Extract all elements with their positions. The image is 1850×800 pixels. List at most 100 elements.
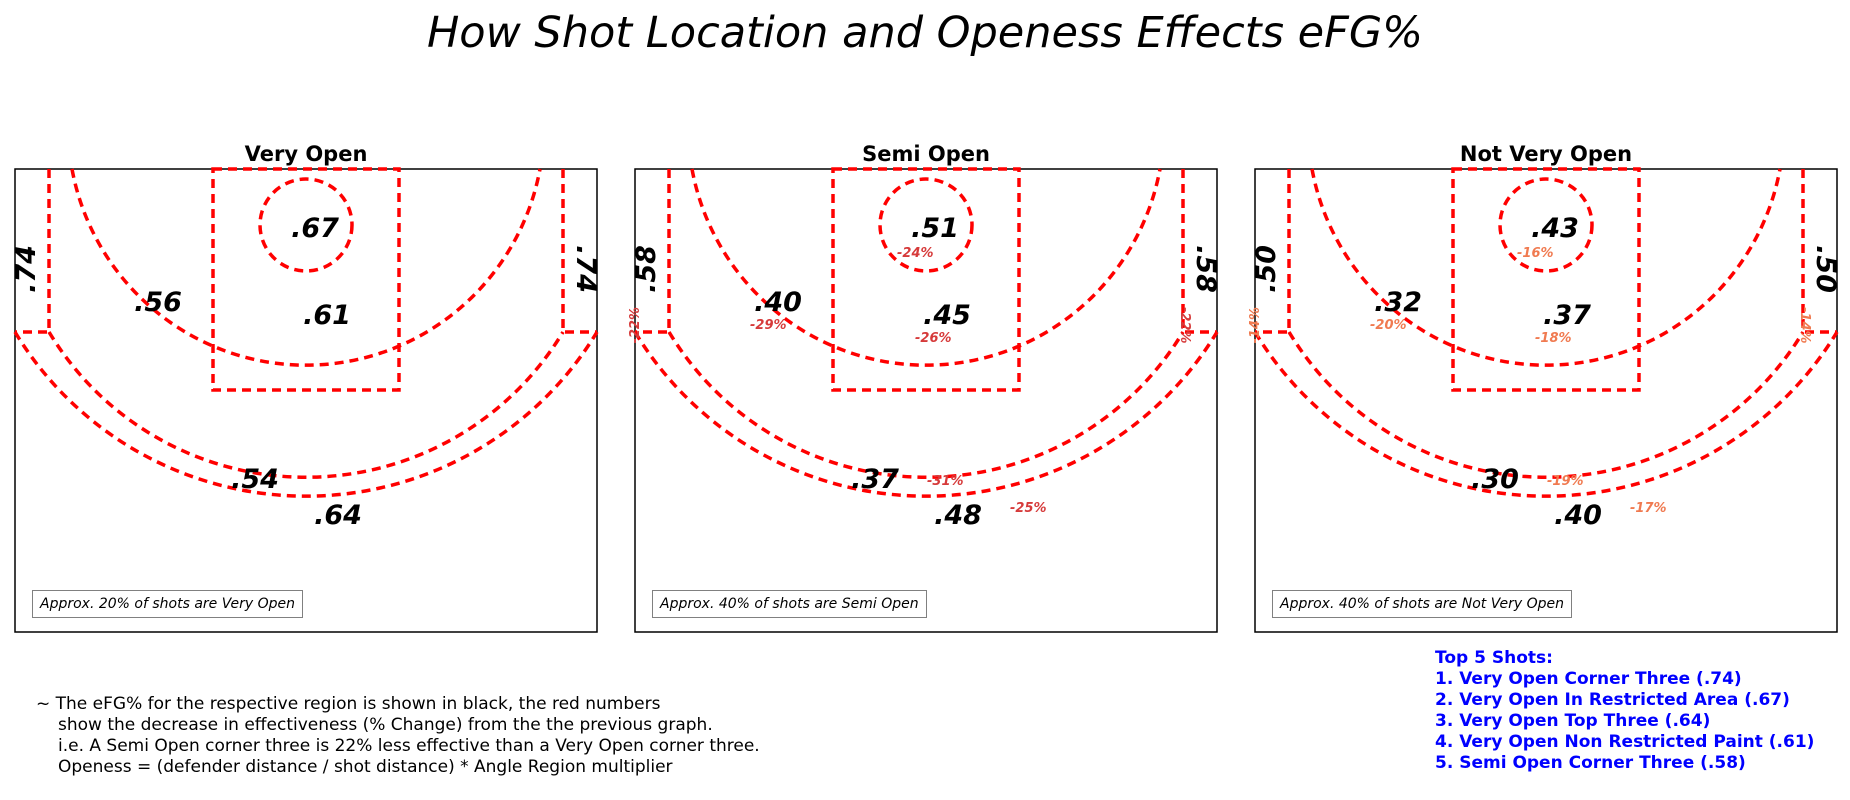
zone-value: .74 bbox=[11, 245, 42, 293]
zone-change: -22% bbox=[628, 307, 643, 344]
zone-change: -29% bbox=[750, 318, 787, 333]
zone-value: .48 bbox=[934, 500, 982, 531]
top-shots-heading: Top 5 Shots: bbox=[1435, 648, 1553, 668]
top-shot-item: 2. Very Open In Restricted Area (.67) bbox=[1435, 690, 1790, 710]
long-two-arc bbox=[47, 331, 565, 479]
court-title-very-open: Very Open bbox=[244, 142, 368, 166]
top-shot-item: 1. Very Open Corner Three (.74) bbox=[1435, 669, 1742, 689]
footnote-line: ~ The eFG% for the respective region is … bbox=[36, 694, 661, 714]
zone-change: -16% bbox=[1517, 246, 1554, 261]
zone-value: .58 bbox=[1190, 245, 1221, 293]
zone-above-break-three: .40 -17% bbox=[1554, 500, 1666, 531]
zone-restricted-area: .67 bbox=[291, 213, 339, 244]
zone-value: .50 bbox=[1251, 245, 1282, 293]
midrange-arc bbox=[70, 168, 542, 367]
zone-corner-three-right: .58 -22% bbox=[1177, 245, 1221, 343]
corner-three-left-line bbox=[635, 169, 671, 334]
zone-paint: .61 bbox=[303, 300, 351, 331]
footnote: ~ The eFG% for the respective region is … bbox=[36, 694, 760, 778]
court-title-not-very-open: Not Very Open bbox=[1459, 142, 1633, 166]
corner-three-left-line bbox=[15, 169, 51, 334]
zone-value: .50 bbox=[1810, 245, 1841, 293]
court-title-semi-open: Semi Open bbox=[862, 142, 990, 166]
zone-value: .32 bbox=[1374, 287, 1422, 318]
zone-change: -14% bbox=[1248, 307, 1263, 344]
zone-above-break-three: .64 bbox=[314, 500, 362, 531]
top-shot-item: 5. Semi Open Corner Three (.58) bbox=[1435, 753, 1746, 773]
corner-three-left-line bbox=[1255, 169, 1291, 334]
paint-line bbox=[831, 167, 1021, 392]
three-point-arc bbox=[13, 331, 599, 498]
midrange-arc bbox=[690, 168, 1162, 367]
zone-long-two: .30 -19% bbox=[1471, 464, 1583, 495]
zone-value: .67 bbox=[291, 213, 339, 244]
zone-value: .61 bbox=[303, 300, 351, 331]
three-point-arc bbox=[1253, 331, 1839, 498]
zone-value: .64 bbox=[314, 500, 362, 531]
zone-long-two: .37 -31% bbox=[851, 464, 963, 495]
zone-change: -31% bbox=[927, 474, 964, 489]
corner-three-right-line bbox=[1181, 169, 1217, 334]
zone-paint: .45-26% bbox=[915, 300, 971, 346]
zone-change: -20% bbox=[1370, 318, 1407, 333]
zone-midrange: .32-20% bbox=[1370, 287, 1422, 333]
zone-restricted-area: .51 -24% bbox=[897, 213, 959, 261]
zone-value: .54 bbox=[231, 464, 279, 495]
zone-midrange: .40-29% bbox=[750, 287, 802, 333]
zone-restricted-area: .43 -16% bbox=[1517, 213, 1579, 261]
top-shots-list: Top 5 Shots: 1. Very Open Corner Three (… bbox=[1435, 648, 1814, 774]
long-two-arc bbox=[1287, 331, 1805, 479]
court-0: .67 .61 .56 .54 .64 .74 .74 bbox=[11, 167, 601, 633]
zone-corner-three-right: .50 -14% bbox=[1797, 245, 1841, 343]
midrange-arc bbox=[1310, 168, 1782, 367]
zone-value: .30 bbox=[1471, 464, 1519, 495]
restricted-area-line bbox=[258, 177, 354, 273]
corner-three-right-line bbox=[561, 169, 597, 334]
court-1: .51 -24% .45-26% .40-29% .37 -31% .48 -25% .58 -2… bbox=[628, 167, 1221, 633]
zone-paint: .37-18% bbox=[1535, 300, 1591, 346]
corner-three-right-line bbox=[1801, 169, 1837, 334]
share-note-very-open: Approx. 20% of shots are Very Open bbox=[32, 590, 303, 618]
zone-value: .37 bbox=[851, 464, 899, 495]
footnote-line: i.e. A Semi Open corner three is 22% les… bbox=[58, 736, 760, 756]
zone-value: .45 bbox=[923, 300, 971, 331]
zone-value: .56 bbox=[134, 287, 182, 318]
zone-value: .51 bbox=[911, 213, 959, 244]
restricted-area-line bbox=[1498, 177, 1594, 273]
long-two-arc bbox=[667, 331, 1185, 479]
zone-value: .37 bbox=[1543, 300, 1591, 331]
footnote-line: show the decrease in effectiveness (% Ch… bbox=[58, 715, 713, 735]
zone-value: .74 bbox=[570, 245, 601, 293]
zone-change: -26% bbox=[915, 331, 952, 346]
share-note-semi-open: Approx. 40% of shots are Semi Open bbox=[652, 590, 927, 618]
zone-value: .40 bbox=[754, 287, 802, 318]
zone-change: -25% bbox=[1010, 501, 1047, 516]
top-shot-item: 3. Very Open Top Three (.64) bbox=[1435, 711, 1711, 731]
court-2: .43 -16% .37-18% .32-20% .30 -19% .40 -17% .50 -1… bbox=[1248, 167, 1841, 633]
zone-value: .43 bbox=[1531, 213, 1579, 244]
zone-long-two: .54 bbox=[231, 464, 279, 495]
restricted-area-line bbox=[878, 177, 974, 273]
zone-value: .58 bbox=[631, 245, 662, 293]
zone-change: -22% bbox=[1177, 307, 1192, 344]
zone-corner-three-left: .74 bbox=[11, 245, 42, 293]
zone-change: -24% bbox=[897, 246, 934, 261]
zone-above-break-three: .48 -25% bbox=[934, 500, 1046, 531]
zone-midrange: .56 bbox=[134, 287, 182, 318]
zone-value: .40 bbox=[1554, 500, 1602, 531]
three-point-arc bbox=[633, 331, 1219, 498]
paint-line bbox=[1451, 167, 1641, 392]
zone-corner-three-left: .58 -22% bbox=[628, 245, 662, 343]
zone-change: -14% bbox=[1797, 307, 1812, 344]
footnote-line: Openess = (defender distance / shot dist… bbox=[58, 757, 673, 777]
share-note-not-very-open: Approx. 40% of shots are Not Very Open bbox=[1272, 590, 1572, 618]
zone-change: -18% bbox=[1535, 331, 1572, 346]
top-shot-item: 4. Very Open Non Restricted Paint (.61) bbox=[1435, 732, 1815, 752]
main-title: How Shot Location and Openess Effects eF… bbox=[426, 8, 1424, 58]
zone-corner-three-right: .74 bbox=[570, 245, 601, 293]
zone-change: -17% bbox=[1630, 501, 1667, 516]
zone-corner-three-left: .50 -14% bbox=[1248, 245, 1282, 343]
zone-change: -19% bbox=[1547, 474, 1584, 489]
paint-line bbox=[211, 167, 401, 392]
